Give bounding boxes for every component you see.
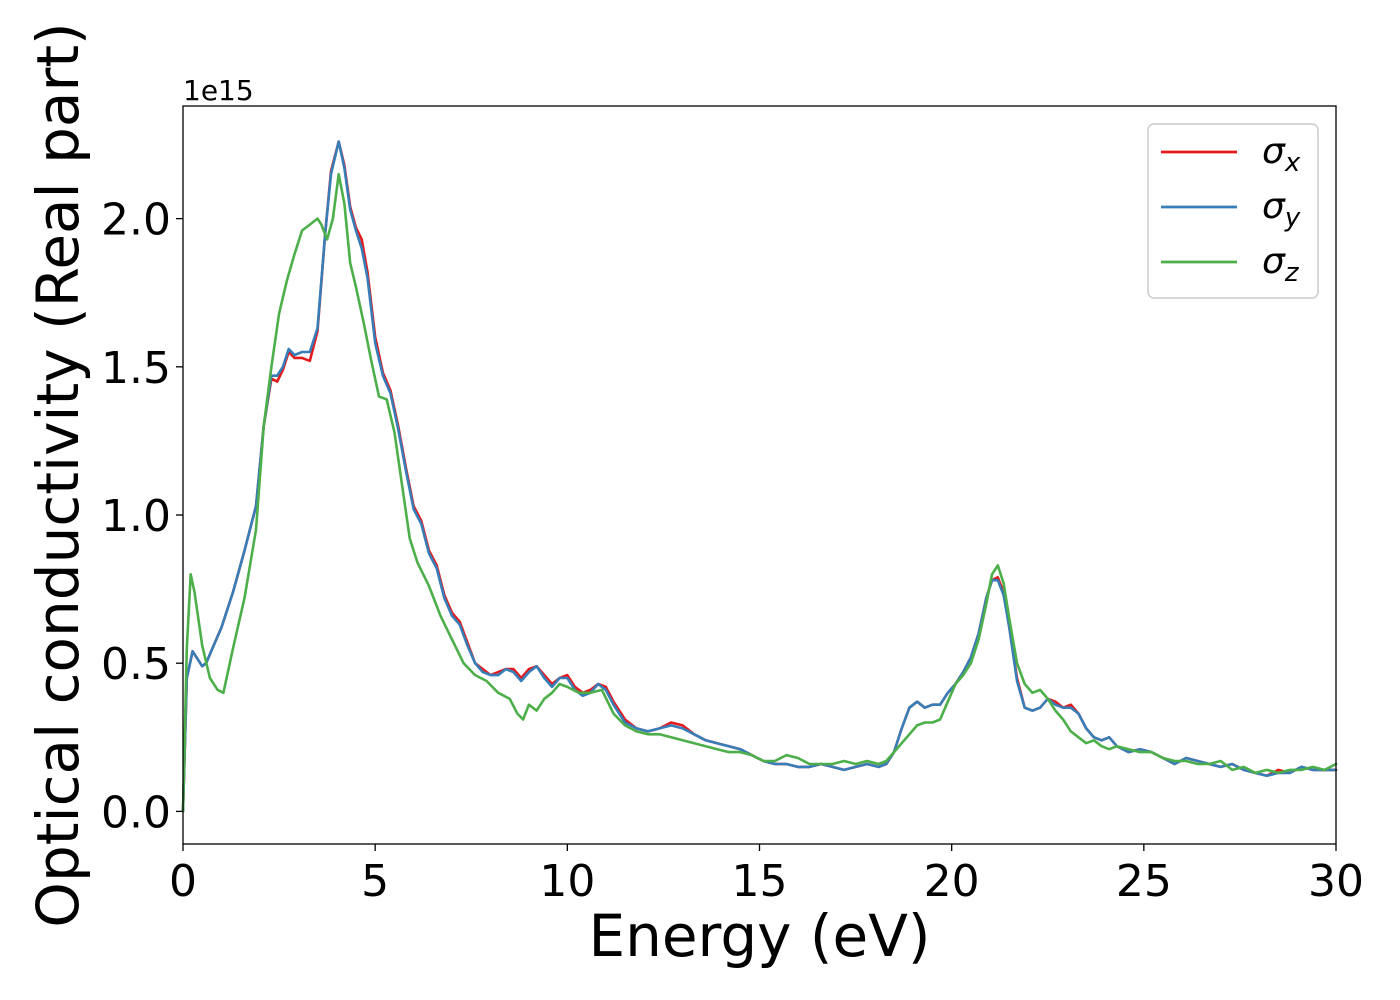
- y-axis-title: Optical conductivity (Real part): [24, 22, 92, 927]
- x-tick-label: 30: [1308, 856, 1364, 907]
- y-axis-ticks: 0.0 0.5 1.0 1.5 2.0: [101, 195, 183, 838]
- y-tick-label: 0.5: [101, 639, 171, 690]
- y-tick-label: 2.0: [101, 195, 171, 246]
- x-tick-label: 15: [732, 856, 788, 907]
- x-tick-label: 25: [1116, 856, 1172, 907]
- series-layer: [181, 140, 1338, 813]
- x-tick-label: 10: [539, 856, 595, 907]
- y-axis-offset-label: 1e15: [183, 74, 254, 107]
- legend: σx σy σz: [1147, 123, 1319, 299]
- series-line-z: [181, 172, 1338, 813]
- y-tick-label: 1.5: [101, 343, 171, 394]
- legend-label-y: σy: [1262, 186, 1301, 233]
- legend-frame: [1147, 123, 1319, 299]
- x-tick-label: 0: [169, 856, 197, 907]
- x-tick-label: 5: [361, 856, 389, 907]
- x-axis-ticks: 0 5 10 15 20 25 30: [169, 844, 1364, 907]
- legend-label-z: σz: [1262, 241, 1300, 288]
- y-tick-label: 0.0: [101, 787, 171, 838]
- y-tick-label: 1.0: [101, 491, 171, 542]
- x-axis-title: Energy (eV): [588, 902, 930, 970]
- legend-label-x: σx: [1262, 131, 1301, 178]
- series-line-y: [181, 140, 1338, 813]
- x-tick-label: 20: [924, 856, 980, 907]
